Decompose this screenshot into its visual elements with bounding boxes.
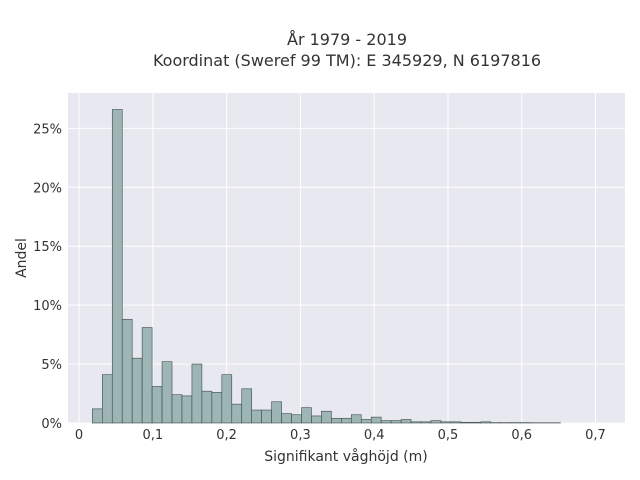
plot-area xyxy=(68,93,625,423)
x-tick-label: 0,6 xyxy=(511,428,532,443)
histogram-bar xyxy=(370,416,382,424)
histogram-bar xyxy=(470,422,482,424)
y-axis-ticks: 0% 5% 10% 15% 20% 25% xyxy=(33,122,62,432)
histogram-bar xyxy=(321,410,332,424)
y-tick-label: 25% xyxy=(33,122,62,137)
x-tick-label: 0,4 xyxy=(364,428,385,443)
histogram-bar xyxy=(121,318,133,424)
histogram-bar xyxy=(390,420,402,424)
histogram-bar xyxy=(231,403,243,424)
histogram-bar xyxy=(171,394,183,424)
histogram-bar xyxy=(460,422,472,424)
x-tick-label: 0,5 xyxy=(438,428,459,443)
histogram-bar xyxy=(380,420,392,424)
histogram-bar xyxy=(420,421,432,424)
x-tick-label: 0,7 xyxy=(585,428,606,443)
histogram-bar xyxy=(111,109,123,424)
histogram-bar xyxy=(400,419,412,424)
histogram-bar xyxy=(301,407,312,424)
chart-title-line1: År 1979 - 2019 xyxy=(287,30,407,49)
histogram-bar xyxy=(430,420,442,424)
histogram-bar xyxy=(251,409,262,424)
y-axis-label: Andel xyxy=(14,238,30,278)
x-tick-label: 0,3 xyxy=(290,428,311,443)
x-tick-label: 0 xyxy=(75,428,83,443)
histogram-bar xyxy=(450,421,462,424)
histogram-bar xyxy=(311,415,322,424)
histogram-bar xyxy=(291,414,302,424)
histogram-bar xyxy=(261,409,272,424)
histogram-bar xyxy=(151,386,163,424)
histogram-bar xyxy=(480,421,492,424)
histogram-bar xyxy=(181,395,193,424)
histogram-bar xyxy=(440,421,452,424)
histogram-bar xyxy=(410,421,422,424)
histogram-bar xyxy=(141,327,153,424)
histogram-bar xyxy=(221,374,233,424)
histogram-bar xyxy=(350,414,362,424)
x-tick-label: 0,2 xyxy=(216,428,237,443)
y-tick-label: 20% xyxy=(33,181,62,196)
histogram-bar xyxy=(201,390,213,424)
y-tick-label: 0% xyxy=(41,417,62,432)
bars xyxy=(92,109,561,424)
histogram-bar xyxy=(92,408,103,424)
histogram-bar xyxy=(161,361,173,424)
histogram-bar xyxy=(211,392,223,424)
chart-title-line2: Koordinat (Sweref 99 TM): E 345929, N 61… xyxy=(153,51,541,70)
histogram-bar xyxy=(131,357,143,424)
histogram-bar xyxy=(241,388,252,424)
y-tick-label: 5% xyxy=(41,358,62,373)
histogram-bar xyxy=(360,419,372,424)
x-axis-ticks: 0 0,1 0,2 0,3 0,4 0,5 0,6 0,7 xyxy=(75,428,606,443)
x-tick-label: 0,1 xyxy=(142,428,163,443)
x-axis-label: Signifikant våghöjd (m) xyxy=(264,448,427,465)
histogram-bar xyxy=(331,417,342,424)
histogram-bar xyxy=(341,417,352,424)
y-tick-label: 10% xyxy=(33,299,62,314)
histogram-bar xyxy=(191,363,203,424)
histogram-bar xyxy=(102,374,113,424)
histogram-bar xyxy=(271,401,282,424)
histogram-bar xyxy=(281,413,292,424)
y-tick-label: 15% xyxy=(33,240,62,255)
